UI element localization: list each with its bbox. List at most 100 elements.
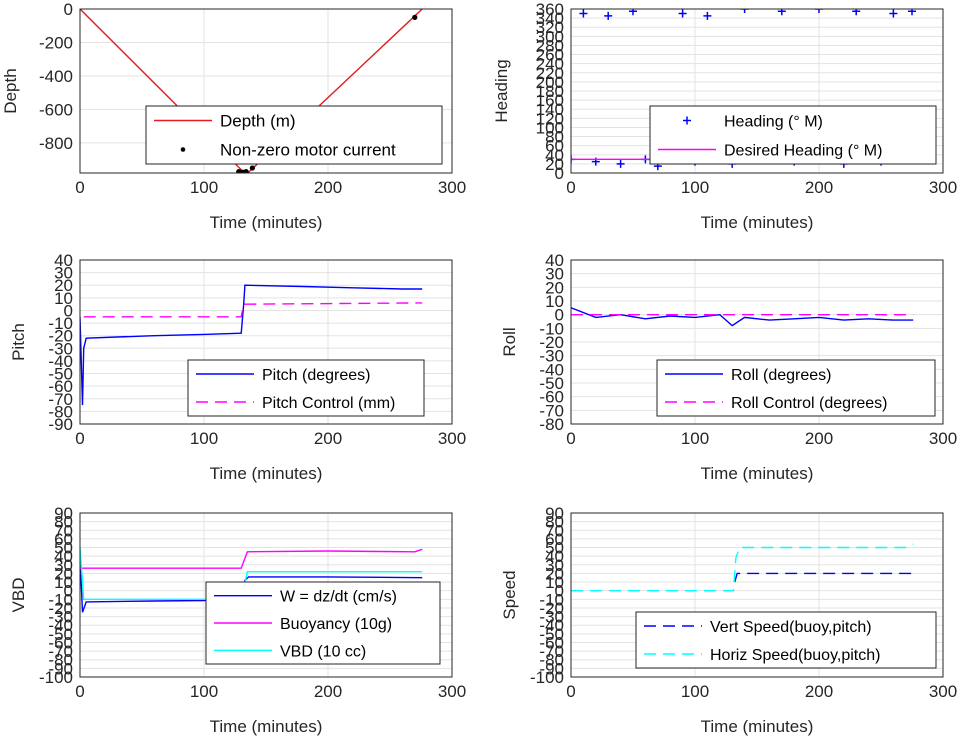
heading-x-tick-label: 100 [681, 178, 709, 197]
heading-point [616, 159, 625, 168]
depth-legend-label: Non-zero motor current [220, 141, 396, 160]
pitch-x-axis-label: Time (minutes) [210, 464, 323, 483]
roll-y-tick-label: 40 [545, 251, 564, 270]
speed-y-tick-label: 30 [545, 556, 564, 575]
vbd-y-tick-label: -80 [48, 651, 73, 670]
vbd-legend-label: W = dz/dt (cm/s) [280, 589, 397, 606]
heading-x-tick-label: 300 [929, 178, 957, 197]
pitch-legend-label: Pitch (degrees) [262, 367, 371, 384]
heading-point [629, 9, 637, 16]
heading-y-tick-label: 300 [536, 27, 564, 46]
pitch-y-tick-label: -90 [48, 415, 73, 434]
pitch-y-tick-label: 10 [54, 289, 73, 308]
speed-y-tick-label: -20 [539, 599, 564, 618]
vbd-x-tick-label: 100 [190, 682, 218, 701]
pitch-series-0 [80, 284, 423, 406]
vbd-legend-label: VBD (10 cc) [280, 643, 366, 660]
vbd-x-tick-label: 200 [314, 682, 342, 701]
roll-y-tick-label: -70 [539, 401, 564, 420]
speed-legend-label: Vert Speed(buoy,pitch) [710, 619, 872, 636]
speed-y-tick-label: 10 [545, 573, 564, 592]
heading-point [740, 9, 749, 13]
pitch-y-tick-label: -20 [48, 327, 73, 346]
vbd-legend: W = dz/dt (cm/s) Buoyancy (10g) VBD (10 cc… [205, 581, 441, 665]
roll-y-tick-label: -80 [539, 415, 564, 434]
heading-legend-label: Heading (° M) [724, 114, 823, 131]
speed-y-axis-label: Speed [500, 570, 519, 619]
heading-y-tick-label: 20 [545, 155, 564, 174]
roll-chart: 0 100 200 300403020100-10-20-30-40-50-60-70… [500, 251, 957, 483]
vbd-y-tick-label: -60 [48, 633, 73, 652]
depth-y-tick-label: -400 [39, 67, 73, 86]
roll-y-tick-label: -40 [539, 360, 564, 379]
speed-y-tick-label: 50 [545, 539, 564, 558]
heading-y-tick-label: 220 [536, 64, 564, 83]
depth-point [412, 14, 418, 20]
vbd-y-tick-label: 10 [54, 573, 73, 592]
speed-chart: 0 100 200 3009080706050403020100-10-20-30-4… [500, 504, 957, 736]
pitch-x-tick-label: 300 [438, 429, 466, 448]
roll-y-tick-label: 20 [545, 278, 564, 297]
roll-y-tick-label: 30 [545, 265, 564, 284]
heading-y-tick-label: 260 [536, 46, 564, 65]
speed-x-tick-label: 100 [681, 682, 709, 701]
heading-point [703, 11, 712, 20]
roll-y-tick-label: -20 [539, 333, 564, 352]
depth-axes-box [79, 8, 453, 174]
heading-y-tick-label: 100 [536, 118, 564, 137]
depth-x-tick-label: 200 [314, 178, 342, 197]
pitch-y-tick-label: -70 [48, 390, 73, 409]
speed-x-axis-label: Time (minutes) [701, 717, 814, 736]
roll-legend-label: Roll (degrees) [731, 367, 831, 384]
vbd-x-tick-label: 300 [438, 682, 466, 701]
roll-legend: Roll (degrees) Roll Control (degrees) [656, 359, 936, 417]
pitch-axes-box [79, 259, 453, 425]
vbd-y-tick-label: -50 [48, 625, 73, 644]
pitch-y-tick-label: 0 [64, 301, 73, 320]
speed-y-tick-label: -40 [539, 616, 564, 635]
speed-series-0 [734, 572, 914, 583]
heading-y-tick-label: 0 [555, 164, 564, 183]
pitch-y-axis-label: Pitch [9, 323, 28, 361]
heading-point [777, 9, 786, 16]
pitch-legend-label: Pitch Control (mm) [262, 395, 395, 412]
heading-y-tick-label: 320 [536, 18, 564, 37]
heading-point [889, 9, 898, 18]
pitch-y-tick-label: -40 [48, 352, 73, 371]
roll-y-tick-label: -10 [539, 319, 564, 338]
depth-legend-label: Depth (m) [220, 112, 296, 131]
vbd-y-axis-label: VBD [9, 578, 28, 613]
roll-x-axis-label: Time (minutes) [701, 464, 814, 483]
heading-point [604, 11, 613, 20]
roll-x-tick-label: 300 [929, 429, 957, 448]
depth-y-tick-label: -800 [39, 134, 73, 153]
roll-series-group [571, 307, 914, 327]
pitch-y-tick-label: -60 [48, 377, 73, 396]
vbd-y-tick-label: 40 [54, 547, 73, 566]
pitch-x-tick-label: 100 [190, 429, 218, 448]
pitch-y-tick-label: 20 [54, 276, 73, 295]
pitch-y-tick-label: -50 [48, 365, 73, 384]
speed-y-tick-label: -90 [539, 659, 564, 678]
speed-y-tick-label: 90 [545, 504, 564, 523]
roll-y-tick-label: 0 [555, 306, 564, 325]
heading-legend-marker [683, 116, 691, 125]
depth-x-tick-label: 0 [75, 178, 84, 197]
roll-y-tick-label: -50 [539, 374, 564, 393]
heading-chart: 0 100 200 300020406080100120140160180200220… [492, 0, 957, 232]
depth-legend-box [145, 105, 443, 165]
roll-y-axis-label: Roll [500, 327, 519, 356]
roll-x-tick-label: 100 [681, 429, 709, 448]
heading-x-tick-label: 0 [566, 178, 575, 197]
pitch-series-1 [83, 302, 423, 318]
speed-y-tick-label: -70 [539, 642, 564, 661]
heading-x-tick-label: 200 [805, 178, 833, 197]
speed-x-tick-label: 300 [929, 682, 957, 701]
speed-y-tick-label: -50 [539, 625, 564, 644]
vbd-y-tick-label: -40 [48, 616, 73, 635]
heading-point [908, 9, 916, 16]
speed-y-tick-label: 0 [555, 582, 564, 601]
heading-y-tick-label: 340 [536, 9, 564, 28]
heading-axes-box [570, 8, 944, 174]
